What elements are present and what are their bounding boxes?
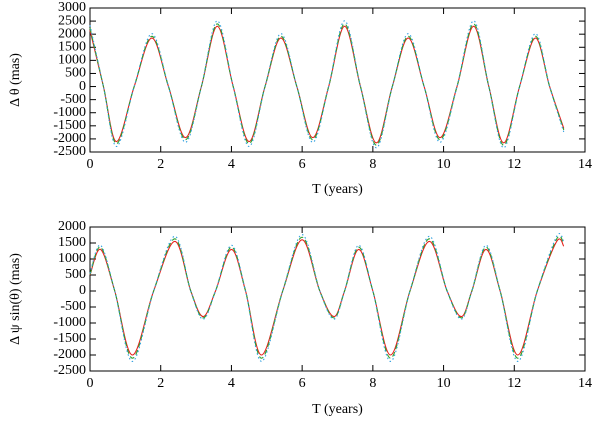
plot: -2500-2000-1500-1000-5000500100015002000… bbox=[8, 0, 592, 197]
y-tick-label: 500 bbox=[65, 267, 86, 282]
plot: -2500-2000-1500-1000-5000500100015002000… bbox=[8, 219, 592, 417]
x-tick-label: 8 bbox=[369, 376, 376, 391]
x-axis-label: T (years) bbox=[312, 402, 363, 417]
y-tick-label: -500 bbox=[60, 92, 86, 107]
y-tick-label: -1000 bbox=[53, 105, 86, 120]
x-tick-label: 10 bbox=[437, 157, 451, 172]
y-tick-label: 500 bbox=[65, 66, 86, 81]
series-line bbox=[89, 23, 565, 146]
plot-frame bbox=[89, 7, 586, 153]
x-tick-label: 0 bbox=[87, 376, 94, 391]
series-line bbox=[89, 238, 565, 356]
series-line bbox=[89, 235, 565, 359]
x-tick-label: 12 bbox=[507, 157, 521, 172]
y-tick-label: -2000 bbox=[53, 131, 86, 146]
y-tick-label: 0 bbox=[79, 79, 86, 94]
x-tick-label: 2 bbox=[157, 376, 164, 391]
y-tick-label: 0 bbox=[79, 283, 86, 298]
x-tick-label: 2 bbox=[157, 157, 164, 172]
x-tick-label: 0 bbox=[87, 157, 94, 172]
y-axis-label: Δ ψ sin(θ) (mas) bbox=[8, 253, 23, 345]
y-tick-label: 2500 bbox=[58, 13, 86, 28]
y-tick-label: 2000 bbox=[58, 26, 86, 41]
series-line bbox=[89, 25, 565, 144]
x-axis-label: T (years) bbox=[312, 182, 363, 197]
y-tick-label: 1000 bbox=[58, 251, 86, 266]
x-tick-label: 14 bbox=[578, 376, 592, 391]
x-tick-label: 12 bbox=[507, 376, 521, 391]
y-tick-label: -2500 bbox=[53, 363, 86, 378]
y-tick-label: -1000 bbox=[53, 315, 86, 330]
y-tick-label: 1000 bbox=[58, 53, 86, 68]
y-tick-label: 2000 bbox=[58, 219, 86, 234]
x-tick-label: 8 bbox=[369, 157, 376, 172]
x-tick-label: 4 bbox=[228, 157, 235, 172]
y-tick-label: 3000 bbox=[58, 0, 86, 15]
y-tick-label: -1500 bbox=[53, 331, 86, 346]
y-tick-label: 1500 bbox=[58, 235, 86, 250]
y-tick-label: 1500 bbox=[58, 39, 86, 54]
plot-frame bbox=[89, 226, 586, 372]
x-tick-label: 6 bbox=[299, 376, 306, 391]
series-line bbox=[89, 20, 565, 149]
x-tick-label: 6 bbox=[299, 157, 306, 172]
y-tick-label: -500 bbox=[60, 299, 86, 314]
y-tick-label: -1500 bbox=[53, 118, 86, 133]
series-line bbox=[89, 232, 565, 362]
x-tick-label: 14 bbox=[578, 157, 592, 172]
x-tick-label: 4 bbox=[228, 376, 235, 391]
y-tick-label: -2500 bbox=[53, 144, 86, 159]
y-axis-label: Δ θ (mas) bbox=[8, 53, 23, 107]
x-tick-label: 10 bbox=[437, 376, 451, 391]
y-tick-label: -2000 bbox=[53, 347, 86, 362]
